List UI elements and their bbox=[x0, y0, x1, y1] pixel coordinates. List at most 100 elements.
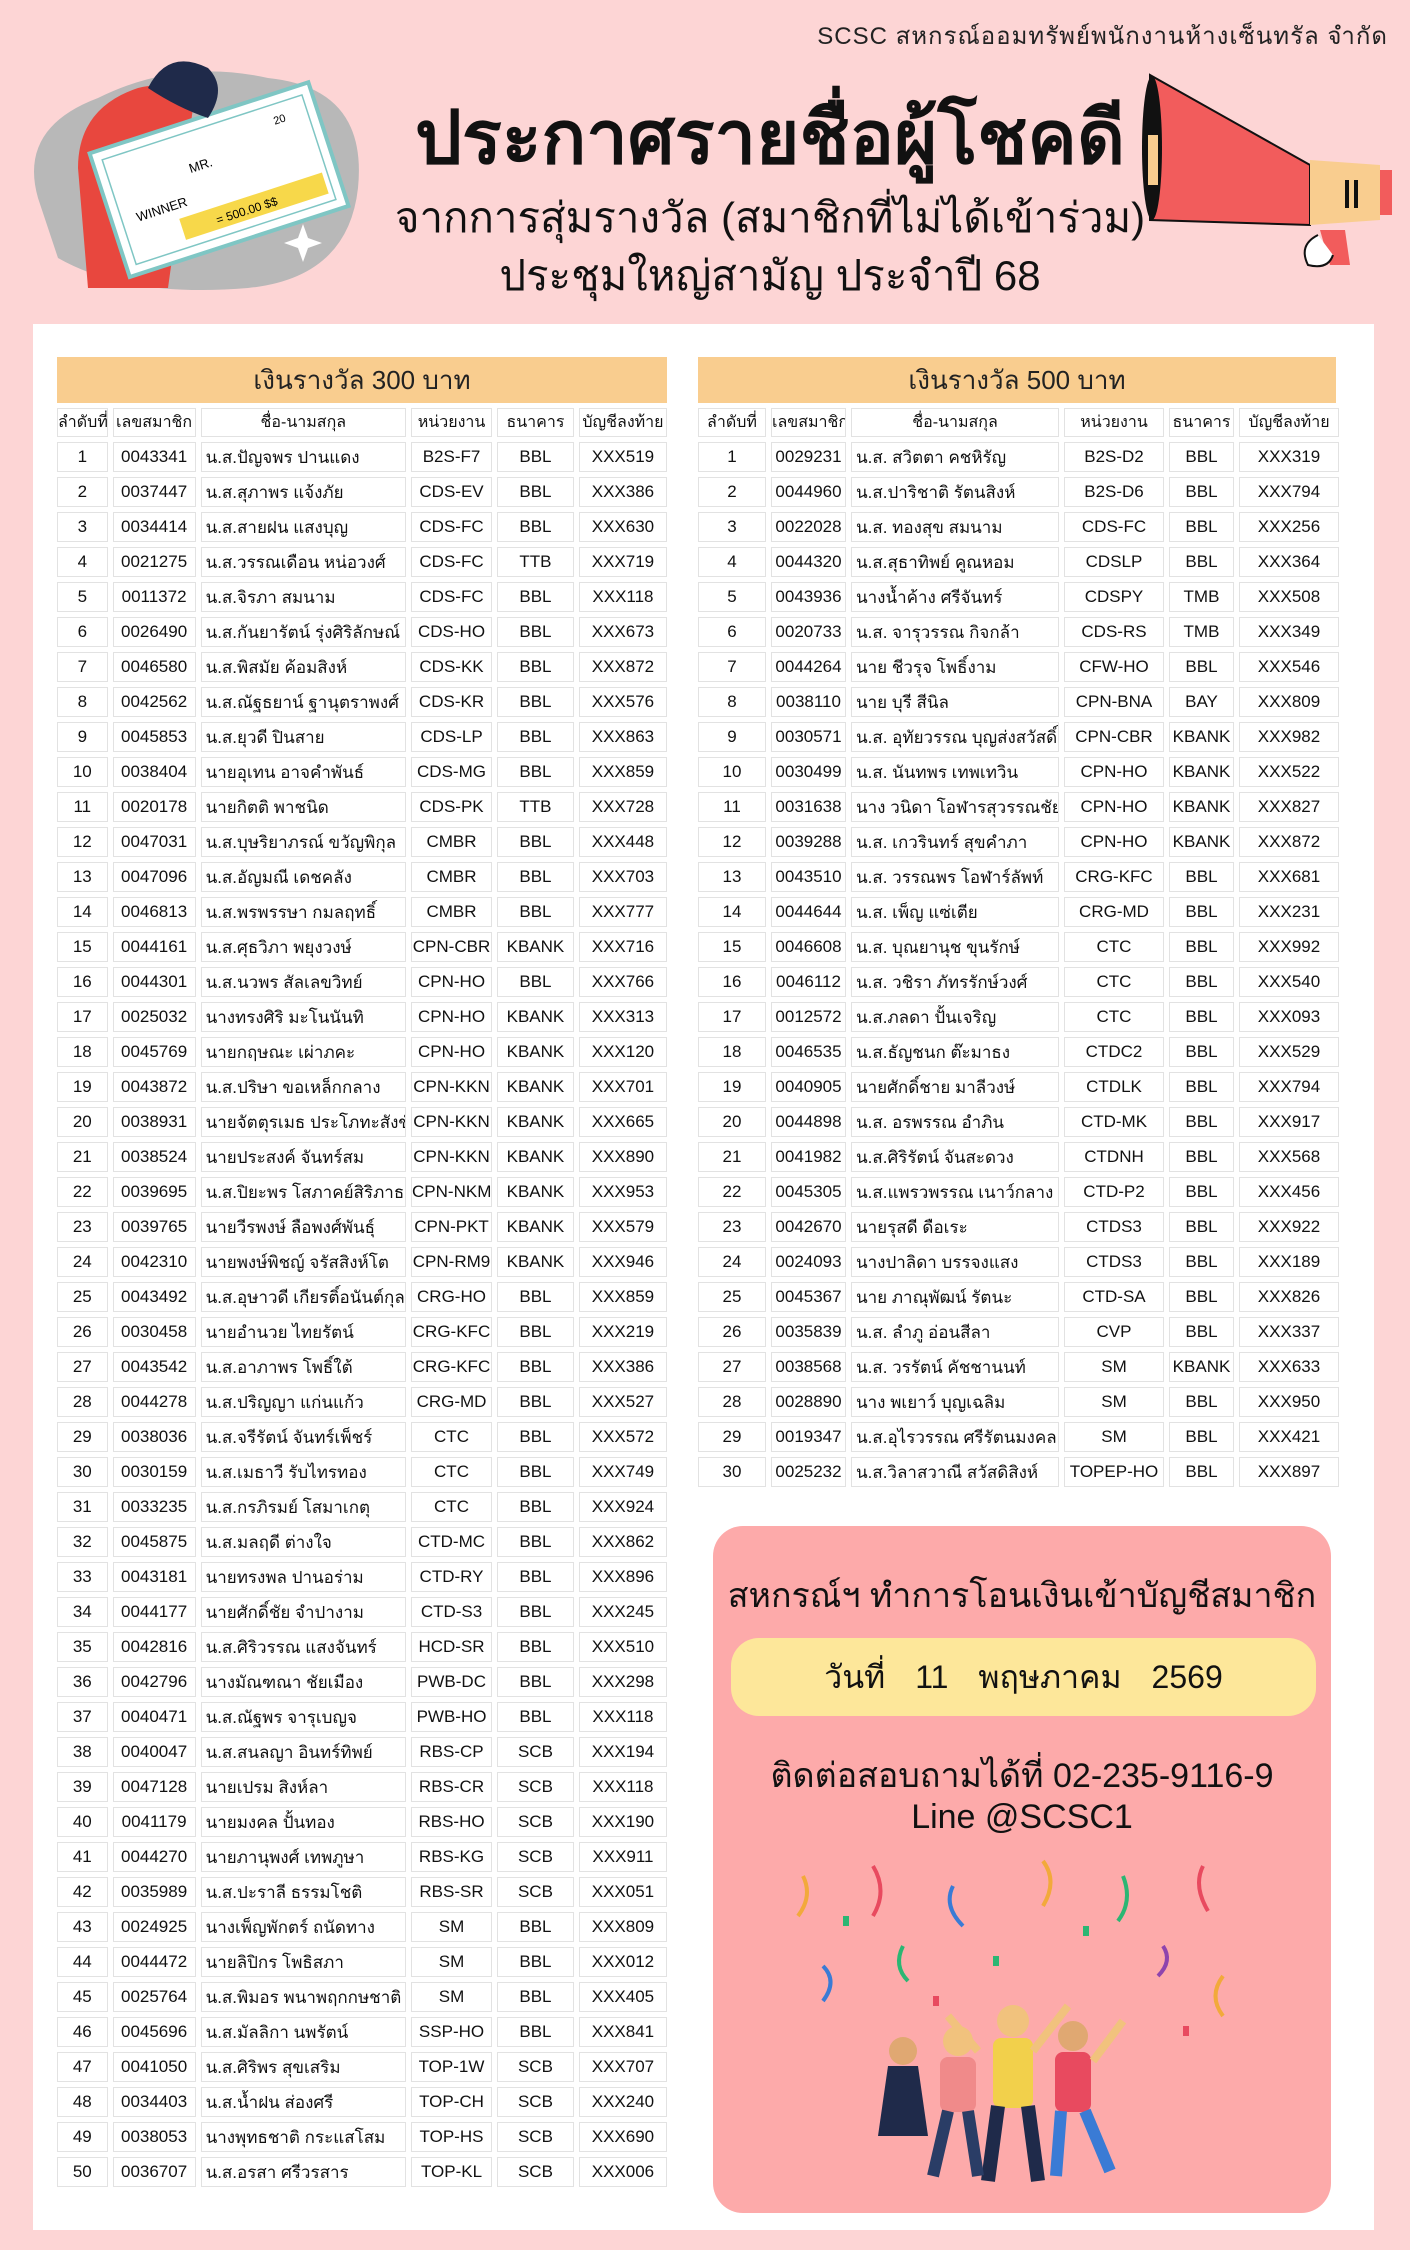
col-bank-cell: KBANK bbox=[1169, 1352, 1234, 1382]
col-account-cell: XXX194 bbox=[578, 1737, 667, 1767]
col-member-id-cell: 0045367 bbox=[771, 1282, 846, 1312]
col-account-cell: XXX522 bbox=[1239, 757, 1339, 787]
col-account-cell: XXX510 bbox=[578, 1632, 667, 1662]
col-account-cell: XXX809 bbox=[1239, 687, 1339, 717]
col-name-cell: น.ส.บุษริยาภรณ์ ขวัญพิกุล bbox=[200, 827, 407, 857]
col-member-id-cell: 0031638 bbox=[771, 792, 846, 822]
col-name-cell: น.ส.อรสา ศรีวรสาร bbox=[200, 2157, 407, 2187]
table-row: 19 0043872 น.ส.ปริษา ขอเหล็กกลาง CPN-KKN KBA… bbox=[57, 1072, 667, 1102]
col-bank-cell: BBL bbox=[1169, 1422, 1234, 1452]
col-account-cell: XXX673 bbox=[578, 617, 667, 647]
col-no-cell: 25 bbox=[57, 1282, 108, 1312]
col-bank-cell: BBL bbox=[497, 1597, 574, 1627]
col-name-cell: นายกิตติ พาชนิด bbox=[200, 792, 407, 822]
table-row: 12 0039288 น.ส. เกวรินทร์ สุขคำภา CPN-HO KBA… bbox=[698, 827, 1339, 857]
col-unit-cell: CDS-KR bbox=[411, 687, 492, 717]
col-account-cell: XXX421 bbox=[1239, 1422, 1339, 1452]
col-member-id-cell: 0041179 bbox=[112, 1807, 196, 1837]
col-unit-cell: CDS-HO bbox=[411, 617, 492, 647]
table-row: 7 0046580 น.ส.พิสมัย ค้อมสิงห์ CDS-KK BBL XXX… bbox=[57, 652, 667, 682]
col-name-cell: น.ส. จารุวรรณ กิจกล้า bbox=[851, 617, 1059, 647]
col-bank-cell: BBL bbox=[497, 2017, 574, 2047]
col-no-cell: 1 bbox=[698, 442, 766, 472]
col-no-cell: 36 bbox=[57, 1667, 108, 1697]
col-member-id-cell: 0042796 bbox=[112, 1667, 196, 1697]
table-row: 2 0037447 น.ส.สุภาพร แจ้งภัย CDS-EV BBL XXX38… bbox=[57, 477, 667, 507]
table-row: 26 0030458 นายอำนวย ไทยรัตน์ CRG-KFC BBL XXX2… bbox=[57, 1317, 667, 1347]
col-member-id-cell: 0030458 bbox=[112, 1317, 196, 1347]
col-name-cell: นายวีรพงษ์ ลือพงศ์พันธุ์ bbox=[200, 1212, 407, 1242]
col-bank-cell: KBANK bbox=[497, 932, 574, 962]
table-row: 18 0046535 น.ส.ธัญชนก ต๊ะมาธง CTDC2 BBL XXX52… bbox=[698, 1037, 1339, 1067]
col-member-id-cell: 0011372 bbox=[112, 582, 196, 612]
col-bank-cell: KBANK bbox=[497, 1072, 574, 1102]
results-panel: เงินรางวัล 300 บาท ลำดับที่ เลขสมาชิก ชื่อ… bbox=[33, 324, 1374, 2230]
col-no-cell: 4 bbox=[57, 547, 108, 577]
col-no-cell: 21 bbox=[57, 1142, 108, 1172]
col-no-cell: 5 bbox=[57, 582, 108, 612]
col-bank-cell: KBANK bbox=[497, 1107, 574, 1137]
col-account-cell: XXX568 bbox=[1239, 1142, 1339, 1172]
col-unit-cell: CVP bbox=[1064, 1317, 1164, 1347]
col-account-cell: XXX576 bbox=[578, 687, 667, 717]
col-name-header: ชื่อ-นามสกุล bbox=[851, 408, 1059, 437]
col-account-cell: XXX313 bbox=[578, 1002, 667, 1032]
transfer-date: วันที่ 11 พฤษภาคม 2569 bbox=[731, 1638, 1316, 1716]
table-row: 8 0038110 นาย บุรี สีนิล CPN-BNA BAY XXX809 bbox=[698, 687, 1339, 717]
col-unit-cell: CTDLK bbox=[1064, 1072, 1164, 1102]
col-no-cell: 39 bbox=[57, 1772, 108, 1802]
col-no-cell: 26 bbox=[698, 1317, 766, 1347]
col-unit-cell: SSP-HO bbox=[411, 2017, 492, 2047]
col-unit-cell: CPN-CBR bbox=[1064, 722, 1164, 752]
col-unit-cell: CPN-PKT bbox=[411, 1212, 492, 1242]
table-row: 16 0046112 น.ส. วชิรา ภัทรรักษ์วงศ์ CTC BBL X… bbox=[698, 967, 1339, 997]
table-row: 39 0047128 นายเปรม สิงห์ลา RBS-CR SCB XXX118 bbox=[57, 1772, 667, 1802]
col-account-cell: XXX630 bbox=[578, 512, 667, 542]
table-row: 30 0025232 น.ส.วิลาสวาณี สวัสดิสิงห์ TOPEP-… bbox=[698, 1457, 1339, 1487]
table-row: 37 0040471 น.ส.ณัฐพร จารุเบญจ PWB-HO BBL XXX1… bbox=[57, 1702, 667, 1732]
col-member-id-cell: 0042562 bbox=[112, 687, 196, 717]
col-unit-cell: CTC bbox=[411, 1457, 492, 1487]
col-no-cell: 37 bbox=[57, 1702, 108, 1732]
table-row: 20 0044898 น.ส. อรพรรณ อำภิน CTD-MK BBL XXX91… bbox=[698, 1107, 1339, 1137]
check-mr-text: MR. bbox=[187, 154, 214, 176]
col-member-id-cell: 0046580 bbox=[112, 652, 196, 682]
col-name-cell: น.ส.ศิริรัตน์ จันสะดวง bbox=[851, 1142, 1059, 1172]
col-account-cell: XXX118 bbox=[578, 1772, 667, 1802]
col-bank-header: ธนาคาร bbox=[1169, 408, 1234, 437]
table-row: 3 0034414 น.ส.สายฝน แสงบุญ CDS-FC BBL XXX630 bbox=[57, 512, 667, 542]
table-row: 28 0044278 น.ส.ปริญญา แก่นแก้ว CRG-MD BBL XXX… bbox=[57, 1387, 667, 1417]
table-row: 8 0042562 น.ส.ณัฐธยาน์ ฐานุตราพงศ์ CDS-KR BB… bbox=[57, 687, 667, 717]
table-row: 13 0047096 น.ส.อัญมณี เดชคลัง CMBR BBL XXX703 bbox=[57, 862, 667, 892]
table-row: 43 0024925 นางเพ็ญพักตร์ ถนัดทาง SM BBL XXX80… bbox=[57, 1912, 667, 1942]
col-unit-cell: CTDS3 bbox=[1064, 1212, 1164, 1242]
col-name-cell: นาย ชีวรุจ โพธิ์งาม bbox=[851, 652, 1059, 682]
col-account-cell: XXX189 bbox=[1239, 1247, 1339, 1277]
col-account-cell: XXX794 bbox=[1239, 1072, 1339, 1102]
table-row: 44 0044472 นายลิปิกร โพธิสภา SM BBL XXX012 bbox=[57, 1947, 667, 1977]
col-name-cell: นายพงษ์พิชญ์ จรัสสิงห์โต bbox=[200, 1247, 407, 1277]
col-name-cell: นายรุสดี ดือเระ bbox=[851, 1212, 1059, 1242]
col-account-cell: XXX707 bbox=[578, 2052, 667, 2082]
col-member-id-cell: 0044270 bbox=[112, 1842, 196, 1872]
col-name-cell: น.ส.มัลลิกา นพรัตน์ bbox=[200, 2017, 407, 2047]
col-bank-cell: BBL bbox=[497, 1667, 574, 1697]
col-account-cell: XXX911 bbox=[578, 1842, 667, 1872]
col-bank-cell: BBL bbox=[1169, 652, 1234, 682]
col-account-cell: XXX922 bbox=[1239, 1212, 1339, 1242]
contact-line: Line @SCSC1 bbox=[911, 1798, 1133, 1836]
table-row: 49 0038053 นางพุทธชาติ กระแสโสม TOP-HS SCB XX… bbox=[57, 2122, 667, 2152]
col-account-cell: XXX405 bbox=[578, 1982, 667, 2012]
table-header-row: ลำดับที่ เลขสมาชิก ชื่อ-นามสกุล หน่วยงาน ธนา… bbox=[57, 408, 667, 437]
col-unit-cell: RBS-CP bbox=[411, 1737, 492, 1767]
col-unit-cell: CMBR bbox=[411, 897, 492, 927]
col-bank-cell: BBL bbox=[497, 1352, 574, 1382]
col-unit-cell: CRG-MD bbox=[1064, 897, 1164, 927]
col-member-id-cell: 0044898 bbox=[771, 1107, 846, 1137]
col-no-cell: 27 bbox=[698, 1352, 766, 1382]
col-unit-header: หน่วยงาน bbox=[411, 408, 492, 437]
col-member-id-cell: 0021275 bbox=[112, 547, 196, 577]
table-row: 11 0031638 นาง วนิดา โอฬารสุวรรณชัย CPN-HO K… bbox=[698, 792, 1339, 822]
col-bank-cell: BBL bbox=[497, 1947, 574, 1977]
col-name-cell: นายทรงพล ปานอร่าม bbox=[200, 1562, 407, 1592]
